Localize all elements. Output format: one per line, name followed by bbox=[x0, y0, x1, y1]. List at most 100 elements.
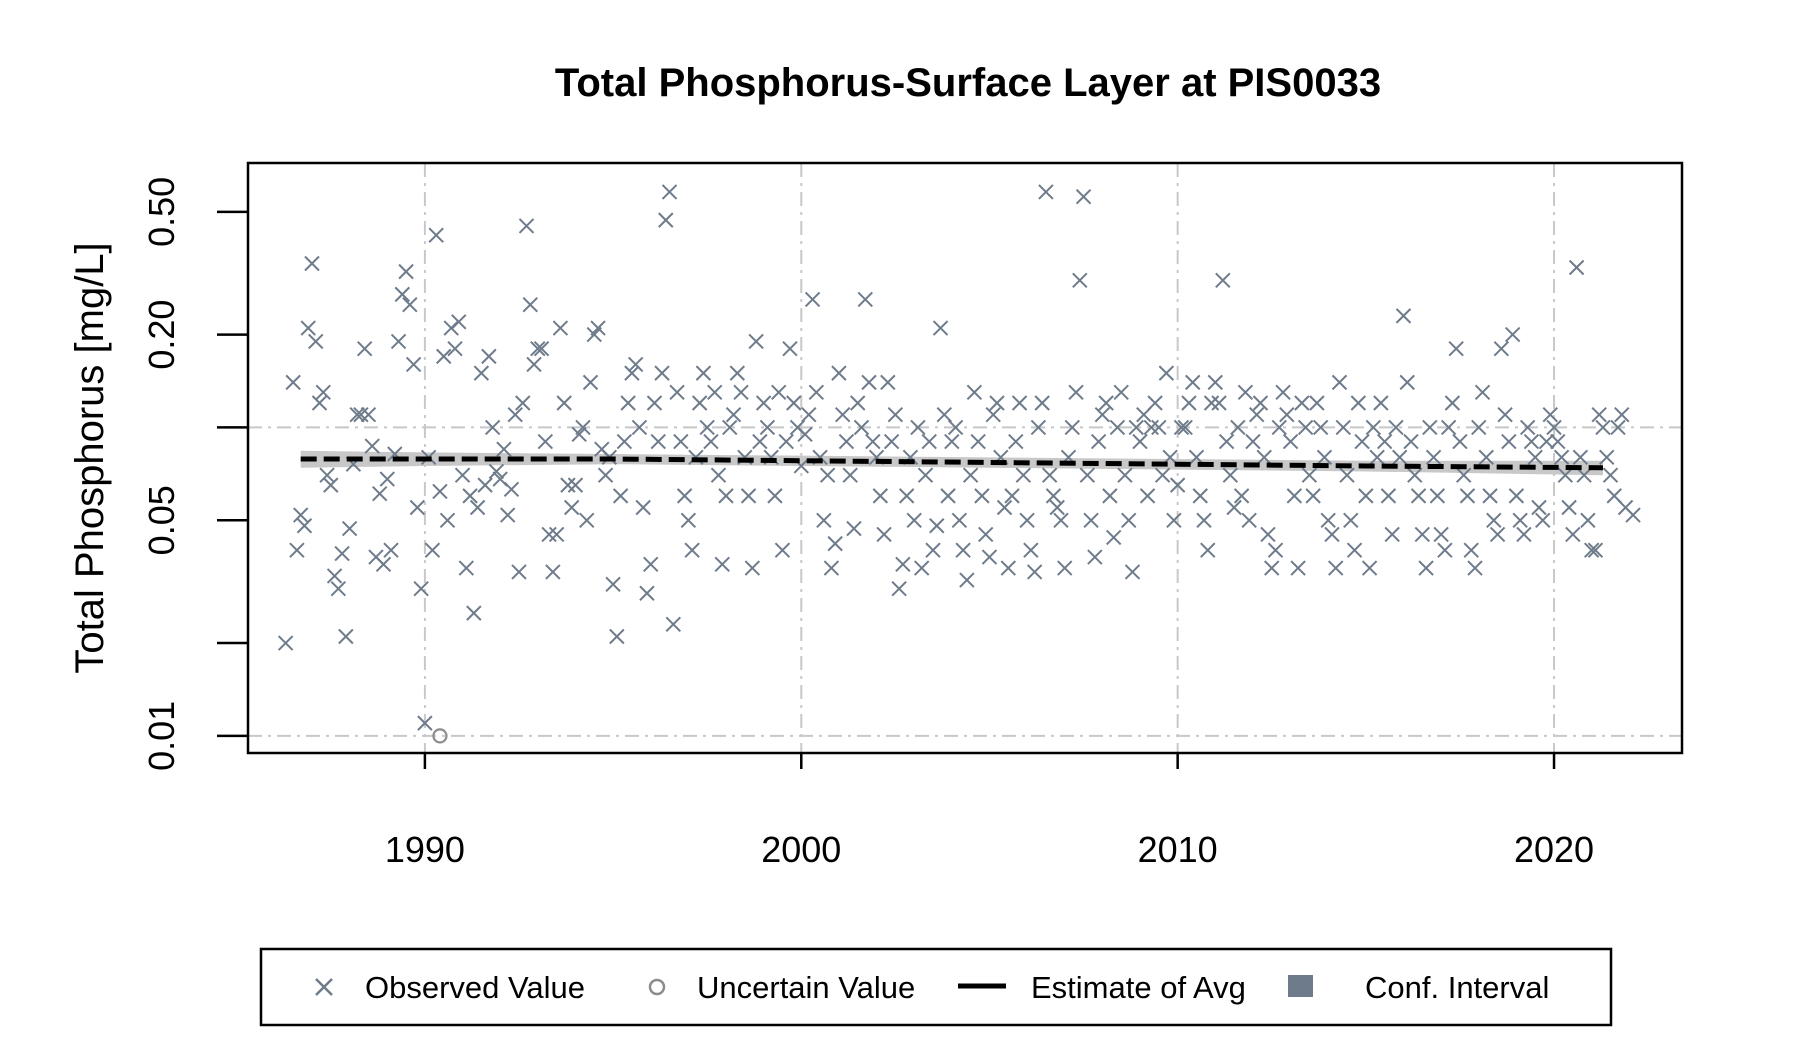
observed-point bbox=[462, 488, 478, 504]
observed-point bbox=[1279, 406, 1295, 423]
observed-point bbox=[1599, 449, 1615, 466]
observed-point bbox=[1053, 512, 1069, 528]
observed-point bbox=[1241, 512, 1257, 528]
observed-point bbox=[684, 542, 700, 558]
observed-point bbox=[925, 542, 941, 558]
observed-point bbox=[1248, 406, 1265, 423]
observed-point bbox=[436, 348, 452, 365]
observed-point bbox=[1200, 542, 1216, 558]
observed-point bbox=[1015, 467, 1032, 483]
observed-point bbox=[511, 564, 527, 580]
observed-point bbox=[1444, 395, 1461, 411]
observed-point bbox=[639, 585, 655, 601]
observed-point bbox=[330, 581, 347, 597]
observed-point bbox=[488, 463, 505, 480]
observed-point bbox=[338, 628, 354, 645]
observed-point bbox=[921, 433, 937, 450]
observed-point bbox=[1230, 419, 1246, 436]
observed-point bbox=[951, 512, 968, 528]
observed-point bbox=[454, 467, 471, 483]
observed-point bbox=[1550, 433, 1566, 450]
observed-point bbox=[970, 433, 986, 450]
observed-point bbox=[1275, 384, 1291, 400]
observed-point bbox=[703, 433, 719, 450]
observed-point bbox=[1105, 529, 1122, 546]
observed-point bbox=[499, 507, 516, 523]
observed-point bbox=[1440, 419, 1457, 436]
observed-point bbox=[1410, 488, 1427, 504]
observed-point bbox=[1433, 526, 1449, 543]
observed-point bbox=[1535, 512, 1551, 528]
observed-point bbox=[1384, 526, 1400, 543]
observed-point bbox=[496, 441, 512, 457]
observed-point bbox=[940, 488, 956, 504]
observed-point bbox=[661, 184, 678, 200]
legend-label-uncertain: Uncertain Value bbox=[697, 970, 915, 1005]
observed-point bbox=[1343, 512, 1359, 528]
x-tick-label: 1990 bbox=[385, 829, 465, 870]
observed-point bbox=[1185, 374, 1201, 391]
observed-point bbox=[823, 560, 840, 576]
observed-point bbox=[1252, 395, 1269, 411]
observed-point bbox=[451, 314, 467, 330]
observed-point bbox=[1497, 406, 1513, 423]
observed-point bbox=[1508, 488, 1525, 504]
observed-point bbox=[910, 419, 926, 436]
observed-point bbox=[1373, 395, 1389, 411]
observed-point bbox=[1568, 259, 1585, 276]
observed-point bbox=[1000, 560, 1016, 576]
observed-point bbox=[428, 227, 444, 243]
observed-point bbox=[1173, 419, 1190, 436]
observed-point bbox=[1177, 419, 1193, 436]
plot-area bbox=[246, 161, 1684, 755]
observed-point bbox=[285, 374, 301, 391]
observed-point bbox=[1068, 384, 1084, 400]
observed-point bbox=[658, 212, 674, 228]
observed-points bbox=[277, 184, 1641, 731]
observed-point bbox=[759, 419, 776, 436]
observed-point bbox=[300, 320, 316, 336]
observed-point bbox=[1226, 499, 1242, 516]
observed-point bbox=[402, 296, 418, 313]
observed-point bbox=[277, 635, 294, 651]
observed-point bbox=[917, 467, 934, 483]
observed-point bbox=[1128, 419, 1144, 436]
observed-point bbox=[1561, 499, 1577, 516]
observed-point bbox=[1354, 433, 1370, 450]
observed-point bbox=[786, 395, 802, 411]
observed-point bbox=[1271, 419, 1287, 436]
observed-point bbox=[989, 395, 1005, 411]
observed-point bbox=[1407, 467, 1423, 483]
observed-point bbox=[838, 433, 855, 450]
observed-point bbox=[1388, 419, 1404, 436]
observed-point bbox=[1139, 488, 1156, 504]
observed-point bbox=[850, 395, 866, 411]
observed-point bbox=[624, 365, 640, 381]
observed-point bbox=[1463, 542, 1479, 558]
observed-point bbox=[1392, 449, 1408, 466]
observed-point bbox=[650, 433, 666, 450]
observed-point bbox=[458, 560, 475, 576]
observed-point bbox=[560, 477, 576, 493]
observed-point bbox=[673, 433, 689, 450]
observed-point bbox=[1098, 395, 1114, 411]
observed-point bbox=[590, 320, 606, 336]
observed-point bbox=[1565, 526, 1581, 543]
observed-point bbox=[545, 564, 561, 580]
observed-point bbox=[1418, 560, 1434, 576]
observed-point bbox=[432, 483, 448, 500]
observed-point bbox=[1448, 340, 1464, 357]
x-tick-label: 2000 bbox=[761, 829, 841, 870]
chart-title: Total Phosphorus-Surface Layer at PIS003… bbox=[555, 61, 1381, 105]
observed-point bbox=[1132, 433, 1148, 450]
observed-point bbox=[895, 556, 911, 572]
observed-point bbox=[1290, 560, 1306, 576]
observed-point bbox=[1203, 395, 1220, 411]
observed-point bbox=[857, 291, 873, 308]
observed-point bbox=[1181, 395, 1197, 411]
observed-point bbox=[1192, 488, 1208, 504]
observed-point bbox=[1478, 449, 1494, 466]
observed-point bbox=[1282, 433, 1299, 450]
observed-point bbox=[466, 605, 482, 621]
observed-point bbox=[579, 512, 595, 528]
